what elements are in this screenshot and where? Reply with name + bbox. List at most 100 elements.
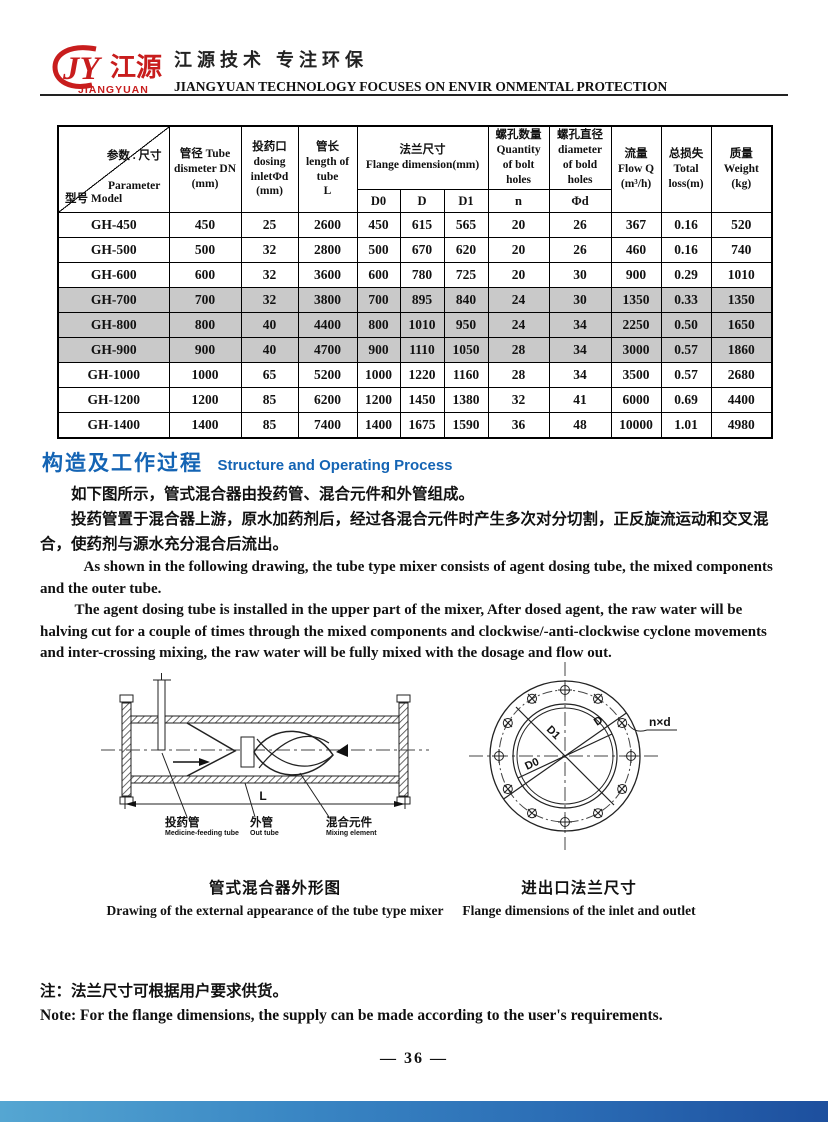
section-title-cn: 构造及工作过程 xyxy=(42,452,203,475)
col-header-flange: 法兰尺寸 Flange dimension(mm) xyxy=(356,125,489,190)
table-row: GH-1200 1200 85 6200 1200 1450 1380 32 4… xyxy=(57,387,773,413)
cell-weight: 2680 xyxy=(710,362,773,388)
logo-swoosh xyxy=(52,45,97,89)
cell-d0: 450 xyxy=(356,212,401,238)
cell-phid: 34 xyxy=(548,337,612,363)
mixing-blade-curve-2 xyxy=(258,735,330,769)
left-caption-cn: 管式混合器外形图 xyxy=(208,880,341,897)
flange-svg: D1 D D0 n×d xyxy=(469,662,677,850)
cell-d1: 620 xyxy=(443,237,489,263)
cell-dn: 450 xyxy=(168,212,242,238)
cell-d1: 725 xyxy=(443,262,489,288)
cell-model: GH-500 xyxy=(57,237,170,263)
cell-d1: 840 xyxy=(443,287,489,313)
cell-weight: 1650 xyxy=(710,312,773,338)
subcol-d: D xyxy=(399,189,445,213)
cell-d0: 800 xyxy=(356,312,401,338)
cell-dn: 500 xyxy=(168,237,242,263)
cell-dosing: 65 xyxy=(240,362,299,388)
cell-dn: 600 xyxy=(168,262,242,288)
cell-model: GH-900 xyxy=(57,337,170,363)
mixing-blade-outline xyxy=(253,730,334,776)
cell-d1: 1160 xyxy=(443,362,489,388)
cell-dosing: 32 xyxy=(240,237,299,263)
tube-top-wall xyxy=(130,715,400,724)
mixing-cone xyxy=(186,722,237,777)
table-row: GH-600 600 32 3600 600 780 725 20 30 900… xyxy=(57,262,773,288)
tube-mixer-drawing: L xyxy=(95,673,435,828)
part-label-outtube-cn: 外管 xyxy=(250,817,273,829)
cell-weight: 1010 xyxy=(710,262,773,288)
header-divider xyxy=(40,94,788,96)
cell-length: 4400 xyxy=(297,312,358,338)
cell-d0: 700 xyxy=(356,287,401,313)
part-label-mixing: 混合元件 Mixing element xyxy=(326,817,377,838)
dim-arrow-right xyxy=(394,801,405,807)
flange-drawing: D1 D D0 n×d xyxy=(455,650,705,870)
cell-dosing: 85 xyxy=(240,387,299,413)
cell-d: 615 xyxy=(399,212,445,238)
part-label-dosing: 投药管 Medicine-feeding tube xyxy=(165,817,239,838)
logo-cn-text: 江源 xyxy=(110,52,162,82)
leader-dosing xyxy=(161,752,188,818)
col-header-dn: 管径 Tube dismeter DN (mm) xyxy=(168,125,242,213)
table-row: GH-800 800 40 4400 800 1010 950 24 34 22… xyxy=(57,312,773,338)
diameter-line-d0 xyxy=(517,733,613,779)
corner-header-cell: 参数 . 尺寸 Parameter 型号 Model xyxy=(57,125,170,213)
cell-phid: 30 xyxy=(548,262,612,288)
cell-length: 2800 xyxy=(297,237,358,263)
tube-bottom-wall xyxy=(130,775,400,784)
cell-d1: 1380 xyxy=(443,387,489,413)
table-row: GH-1400 1400 85 7400 1400 1675 1590 36 4… xyxy=(57,412,773,439)
cell-d: 1675 xyxy=(399,412,445,439)
nxd-leader xyxy=(627,723,648,732)
part-label-outtube: 外管 Out tube xyxy=(250,817,279,838)
spec-table-body: GH-450 450 25 2600 450 615 565 20 26 367… xyxy=(57,212,773,439)
left-caption-en: Drawing of the external appearance of th… xyxy=(106,903,444,918)
section-title-en: Structure and Operating Process xyxy=(217,457,453,474)
cell-dn: 1400 xyxy=(168,412,242,439)
cell-d: 1450 xyxy=(399,387,445,413)
cell-flow: 900 xyxy=(610,262,662,288)
cell-loss: 0.69 xyxy=(660,387,712,413)
col-header-boltdia: 螺孔直径 diameter of bold holes xyxy=(548,125,612,190)
cell-d0: 1400 xyxy=(356,412,401,439)
corner-param-en: Parameter xyxy=(108,179,161,192)
leader-mixing xyxy=(299,772,330,818)
cell-phid: 26 xyxy=(548,212,612,238)
part-label-dosing-cn: 投药管 xyxy=(165,817,200,829)
col-header-length: 管长 length of tube L xyxy=(297,125,358,213)
cell-loss: 1.01 xyxy=(660,412,712,439)
table-row: GH-900 900 40 4700 900 1110 1050 28 34 3… xyxy=(57,337,773,363)
paragraph-en-1: As shown in the following drawing, the t… xyxy=(40,559,773,597)
cell-d1: 565 xyxy=(443,212,489,238)
cell-d1: 950 xyxy=(443,312,489,338)
cell-weight: 4980 xyxy=(710,412,773,439)
cell-loss: 0.57 xyxy=(660,337,712,363)
col-header-weight: 质量 Weight (kg) xyxy=(710,125,773,213)
paragraph-cn-1: 如下图所示，管式混合器由投药管、混合元件和外管组成。 xyxy=(71,486,475,503)
cell-flow: 460 xyxy=(610,237,662,263)
col-header-loss: 总损失 Total loss(m) xyxy=(660,125,712,213)
cell-loss: 0.57 xyxy=(660,362,712,388)
part-label-dosing-en: Medicine-feeding tube xyxy=(165,830,239,838)
cell-d: 780 xyxy=(399,262,445,288)
cell-flow: 6000 xyxy=(610,387,662,413)
cell-length: 7400 xyxy=(297,412,358,439)
cell-d: 895 xyxy=(399,287,445,313)
corner-parameter-label: 参数 . 尺寸 Parameter xyxy=(107,134,162,194)
cell-n: 32 xyxy=(487,387,550,413)
footer-bar xyxy=(0,1101,828,1122)
subcol-n: n xyxy=(487,189,550,213)
right-caption-cn: 进出口法兰尺寸 xyxy=(521,880,637,897)
cell-phid: 34 xyxy=(548,312,612,338)
cell-model: GH-1200 xyxy=(57,387,170,413)
cell-weight: 1860 xyxy=(710,337,773,363)
cell-d1: 1050 xyxy=(443,337,489,363)
cell-d: 1110 xyxy=(399,337,445,363)
col-header-flow: 流量 Flow Q (m³/h) xyxy=(610,125,662,213)
cell-n: 36 xyxy=(487,412,550,439)
cell-d0: 500 xyxy=(356,237,401,263)
cell-n: 28 xyxy=(487,362,550,388)
